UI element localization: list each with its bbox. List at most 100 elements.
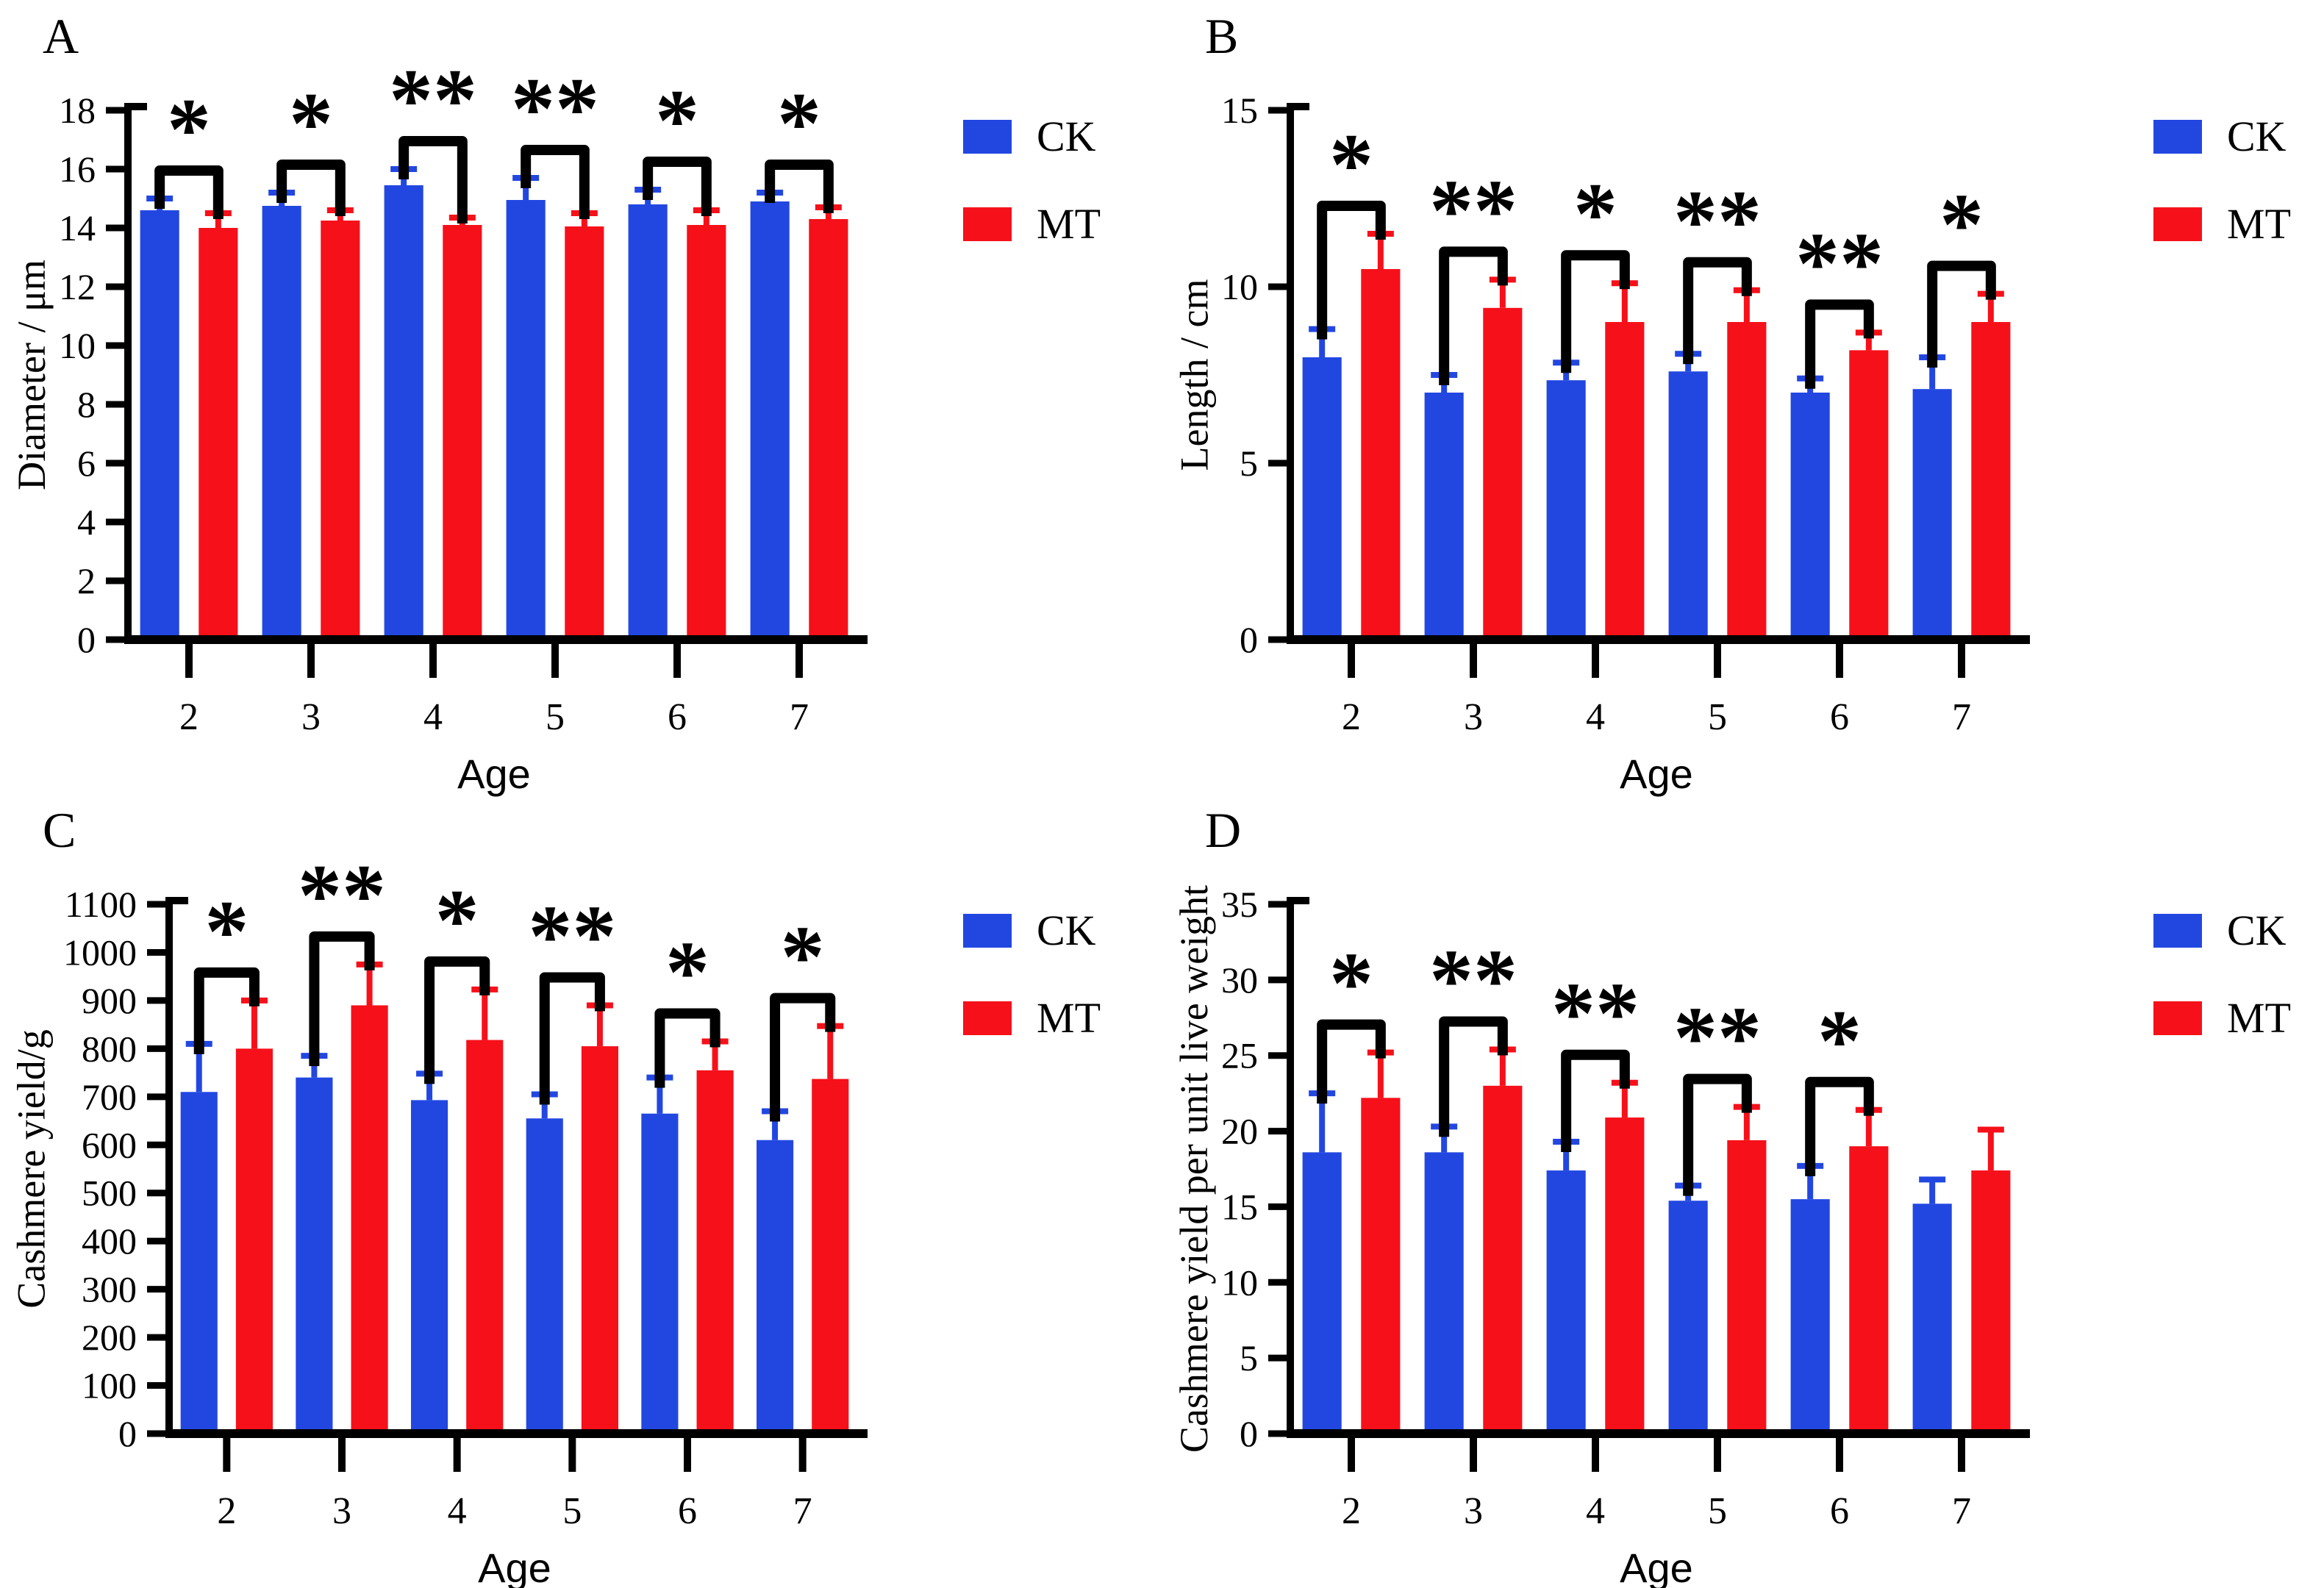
bar-mt-age-7	[1971, 322, 2011, 640]
significance-stars-age-7: *	[1939, 176, 1984, 273]
y-axis-label-b: Length / cm	[1172, 279, 1216, 471]
y-tick-label: 16	[59, 149, 96, 190]
legend-item-mt: MT	[963, 199, 1101, 248]
bar-mt-age-4	[1605, 322, 1645, 640]
x-tick-label: 2	[179, 696, 199, 738]
significance-bracket-age-7	[765, 160, 834, 213]
y-tick-label: 15	[1221, 90, 1258, 131]
significance-bracket-age-4	[398, 136, 468, 223]
significance-bracket-age-7	[770, 992, 836, 1122]
y-tick-label: 35	[1221, 884, 1258, 925]
bar-mt-age-6	[1849, 1146, 1889, 1434]
significance-stars-age-5: **	[1673, 989, 1762, 1087]
bar-ck-age-5	[526, 1118, 563, 1434]
bar-mt-age-6	[696, 1070, 734, 1434]
y-tick-label: 18	[59, 90, 96, 131]
x-tick-label: 6	[1830, 696, 1849, 738]
legend-d: CK MT	[2153, 906, 2291, 1042]
significance-bracket-age-5	[1683, 1073, 1752, 1196]
significance-stars-age-5: **	[528, 887, 616, 984]
x-tick-label: 2	[1342, 696, 1361, 738]
significance-stars-age-3: *	[289, 74, 333, 172]
x-tick-label: 5	[1708, 696, 1727, 738]
x-tick-label: 5	[562, 1490, 582, 1532]
significance-bracket-age-5	[521, 145, 590, 219]
x-tick-label: 3	[301, 696, 321, 738]
bar-ck-age-4	[1546, 1170, 1586, 1434]
x-axis-title-d: Age	[1620, 1545, 1693, 1588]
significance-stars-age-3: **	[1429, 931, 1517, 1029]
panel-c: 0 100 200 300 400 500 600 700 800 900 1000 1100 2 3 4 5…	[0, 794, 1162, 1588]
y-tick-label: 12	[59, 266, 96, 307]
y-axis-label-d: Cashmere yield per unit live weight	[1172, 884, 1217, 1453]
significance-stars-age-6: *	[665, 923, 709, 1021]
x-tick-label: 6	[678, 1490, 697, 1532]
legend-label-mt: MT	[2227, 200, 2291, 248]
legend-label-mt: MT	[1037, 200, 1101, 248]
bar-ck-age-7	[750, 201, 790, 640]
y-tick-label: 300	[82, 1269, 137, 1310]
significance-bracket-age-2	[1317, 1019, 1386, 1104]
y-tick-label: 5	[1240, 1337, 1258, 1378]
x-tick-label: 4	[448, 1490, 467, 1532]
bar-mt-age-3	[1483, 1085, 1523, 1434]
x-axis-title-b: Age	[1620, 751, 1693, 797]
bar-ck-age-2	[1302, 1152, 1342, 1434]
legend-swatch-ck	[963, 119, 1012, 154]
y-tick-label: 0	[1240, 619, 1258, 660]
x-axis-title-c: Age	[478, 1545, 551, 1588]
x-tick-label: 7	[1952, 1490, 1971, 1532]
bar-ck-age-7	[1912, 1203, 1952, 1434]
significance-bracket-age-3	[1439, 246, 1508, 385]
bar-ck-age-7	[1912, 389, 1952, 640]
significance-stars-age-5: **	[511, 60, 599, 157]
x-tick-label: 3	[1464, 1490, 1483, 1532]
y-tick-label: 8	[77, 384, 96, 425]
significance-bracket-age-3	[276, 160, 346, 216]
y-tick-label: 0	[118, 1413, 137, 1454]
panel-letter-a: A	[43, 8, 79, 64]
significance-stars-age-3: **	[298, 846, 386, 944]
x-axis-title-a: Age	[457, 751, 531, 797]
bar-mt-age-4	[1605, 1117, 1645, 1434]
bar-mt-age-5	[1727, 322, 1767, 640]
significance-stars-age-4: *	[435, 871, 479, 969]
x-tick-label: 2	[1342, 1490, 1361, 1532]
bar-ck-age-2	[180, 1092, 218, 1434]
panel-b: 0 5 10 15 2 3 4 5 6 7 * ** * ** ** * B Length / cm Age …	[1162, 0, 2324, 797]
bar-mt-age-7	[812, 1079, 849, 1434]
legend-c: CK MT	[963, 906, 1101, 1042]
y-tick-label: 1100	[65, 884, 137, 925]
significance-bracket-age-6	[643, 157, 712, 216]
panel-letter-c: C	[43, 802, 76, 858]
y-tick-label: 800	[82, 1028, 137, 1069]
bar-ck-age-4	[384, 185, 423, 640]
panel-a: 0 2 4 6 8 10 12 14 16 18 2 3 4 5 6 7 * * ** ** * * A Diameter…	[0, 0, 1162, 797]
y-tick-label: 1000	[63, 931, 137, 973]
bar-mt-age-5	[565, 226, 604, 640]
y-tick-label: 100	[82, 1365, 137, 1406]
bar-mt-age-4	[466, 1040, 504, 1434]
y-axis-label-c: Cashmere yield/g	[10, 1029, 54, 1309]
y-tick-label: 5	[1240, 443, 1258, 484]
significance-stars-age-3: **	[1429, 161, 1517, 259]
significance-bracket-age-3	[309, 931, 375, 1067]
bar-mt-age-7	[809, 219, 848, 640]
y-tick-label: 2	[77, 560, 96, 601]
bar-mt-age-2	[1361, 1098, 1401, 1434]
significance-stars-age-4: **	[1551, 965, 1640, 1062]
significance-stars-age-2: *	[167, 80, 211, 178]
y-tick-label: 500	[82, 1173, 137, 1214]
y-tick-label: 600	[82, 1124, 137, 1165]
x-tick-label: 7	[1952, 696, 1971, 738]
significance-bracket-age-6	[1805, 1076, 1874, 1176]
y-tick-label: 700	[82, 1076, 137, 1117]
y-tick-label: 0	[1240, 1413, 1258, 1454]
x-tick-label: 6	[1830, 1490, 1849, 1532]
y-tick-label: 900	[82, 980, 137, 1021]
significance-stars-age-4: **	[389, 51, 477, 149]
bar-ck-age-5	[506, 200, 546, 640]
legend-swatch-ck	[2153, 913, 2202, 948]
bar-ck-age-3	[1424, 1152, 1464, 1434]
